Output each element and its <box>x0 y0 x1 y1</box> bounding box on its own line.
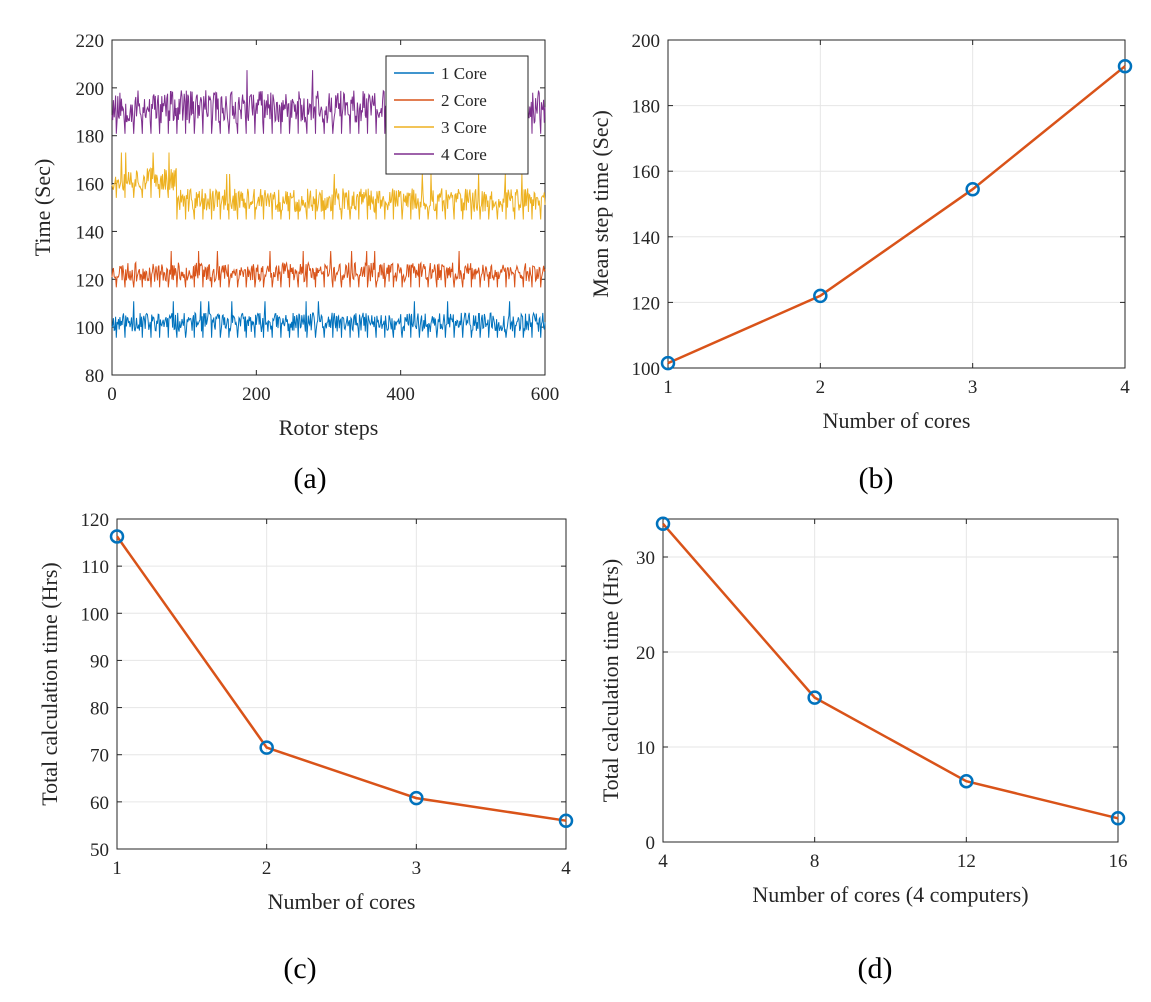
x-tick-label: 1 <box>112 858 122 879</box>
panel-a: 0 200 400 600 80 100 120 140 160 180 200 220 Rotor s… <box>30 31 559 495</box>
y-axis-label: Total calculation time (Hrs) <box>598 559 623 802</box>
x-tick-label: 600 <box>531 384 560 405</box>
y-axis-label: Time (Sec) <box>30 159 55 257</box>
axes-box <box>111 39 546 376</box>
y-tick-label: 160 <box>632 162 661 183</box>
x-axis-label: Number of cores <box>268 889 416 914</box>
legend-entry: 2 Core <box>441 91 487 110</box>
y-tick-label: 100 <box>81 604 110 625</box>
y-tick-label: 180 <box>632 97 661 118</box>
x-tick-label: 16 <box>1109 851 1128 872</box>
x-axis-label: Number of cores (4 computers) <box>752 882 1028 907</box>
data-point <box>409 790 424 806</box>
x-axis-label: Number of cores <box>823 408 971 433</box>
y-axis-label: Mean step time (Sec) <box>588 110 613 298</box>
panel-label: (c) <box>283 952 316 985</box>
legend-entry: 3 Core <box>441 118 487 137</box>
y-tick-label: 200 <box>632 31 661 52</box>
y-tick-label: 100 <box>76 318 105 339</box>
series-line-1-core <box>111 301 546 338</box>
legend-entry: 1 Core <box>441 64 487 83</box>
y-tick-label: 140 <box>632 228 661 249</box>
y-tick-label: 80 <box>85 366 104 387</box>
x-tick-label: 3 <box>968 377 978 398</box>
data-point <box>959 773 974 789</box>
y-tick-label: 60 <box>90 793 109 814</box>
data-point <box>807 690 822 705</box>
y-tick-label: 120 <box>632 293 661 314</box>
x-tick-label: 8 <box>810 851 820 872</box>
panel-label: (b) <box>859 462 894 495</box>
data-point <box>109 529 125 544</box>
x-tick-label: 4 <box>561 858 571 879</box>
y-tick-label: 80 <box>90 699 109 720</box>
y-tick-label: 100 <box>632 359 661 380</box>
panel-label: (d) <box>858 952 893 985</box>
data-point <box>655 516 671 531</box>
x-tick-label: 200 <box>242 384 271 405</box>
series-line-2-core <box>111 250 546 288</box>
y-tick-label: 180 <box>76 127 105 148</box>
y-tick-label: 90 <box>90 651 109 672</box>
x-tick-label: 4 <box>658 851 668 872</box>
x-tick-label: 3 <box>412 858 422 879</box>
y-tick-label: 160 <box>76 175 105 196</box>
y-axis-label: Total calculation time (Hrs) <box>37 562 62 805</box>
data-point <box>259 740 274 755</box>
x-tick-label: 2 <box>816 377 826 398</box>
axes-box <box>667 39 1126 369</box>
series-line-3-core <box>111 152 546 220</box>
y-tick-label: 20 <box>636 643 655 664</box>
x-tick-label: 4 <box>1120 377 1130 398</box>
y-tick-label: 200 <box>76 79 105 100</box>
panel-b: 1 2 3 4 100 120 140 160 180 200 Number of cores Mea… <box>588 31 1133 495</box>
axes-box <box>662 518 1119 843</box>
data-point <box>1117 58 1133 74</box>
y-tick-label: 220 <box>76 31 105 52</box>
data-point <box>813 288 828 304</box>
y-tick-label: 0 <box>646 833 656 854</box>
x-tick-label: 1 <box>663 377 673 398</box>
data-point <box>965 181 980 197</box>
y-tick-label: 30 <box>636 548 655 569</box>
data-point <box>1110 811 1126 826</box>
legend-entry: 4 Core <box>441 145 487 164</box>
y-tick-label: 10 <box>636 738 655 759</box>
series-line <box>667 65 1126 365</box>
data-point <box>558 813 574 828</box>
y-tick-label: 110 <box>81 557 109 578</box>
y-tick-label: 140 <box>76 222 105 243</box>
y-tick-label: 120 <box>76 270 105 291</box>
x-tick-label: 0 <box>107 384 117 405</box>
axes-box <box>116 518 567 850</box>
x-tick-label: 12 <box>957 851 976 872</box>
series-line <box>115 535 567 822</box>
x-tick-label: 400 <box>386 384 415 405</box>
series-line <box>662 522 1119 820</box>
y-tick-label: 50 <box>90 840 109 861</box>
panel-c: 1 2 3 4 50 60 70 80 90 100 110 120 Number of cores To… <box>37 510 574 985</box>
x-tick-label: 2 <box>262 858 272 879</box>
y-tick-label: 120 <box>81 510 110 531</box>
x-axis-label: Rotor steps <box>279 415 379 440</box>
panel-d: 4 8 12 16 0 10 20 30 Number of cores (4 computer… <box>598 516 1128 985</box>
data-point <box>660 355 676 371</box>
panel-label: (a) <box>293 462 326 495</box>
y-tick-label: 70 <box>90 746 109 767</box>
